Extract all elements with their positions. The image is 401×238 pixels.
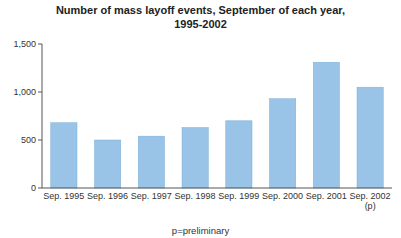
- bar: [51, 123, 77, 188]
- x-tick-label: Sep. 2000: [262, 191, 303, 201]
- y-tick-label: 1,000: [13, 87, 36, 97]
- x-tick-label: Sep. 1999: [218, 191, 259, 201]
- y-tick: [38, 188, 42, 189]
- text-line: Sep. 1999: [218, 191, 259, 201]
- text-line: Sep. 1996: [87, 191, 128, 201]
- x-tick-label: Sep. 1997: [131, 191, 172, 201]
- text-line: Sep. 2001: [306, 191, 347, 201]
- y-tick: [38, 92, 42, 93]
- y-tick-label: 0: [31, 183, 36, 193]
- bar: [357, 87, 383, 188]
- text-line: 1995-2002: [174, 18, 227, 30]
- bar: [138, 136, 164, 188]
- bar: [226, 121, 252, 188]
- bar: [270, 99, 296, 188]
- x-tick-label: Sep. 2002(p): [350, 191, 391, 211]
- y-axis-line: [42, 44, 43, 188]
- y-tick: [38, 140, 42, 141]
- y-tick-label: 1,500: [13, 39, 36, 49]
- text-line: Sep. 2002: [350, 191, 391, 201]
- text-line: Sep. 2000: [262, 191, 303, 201]
- bar: [313, 62, 339, 188]
- title: Number of mass layoff events, September …: [56, 4, 345, 30]
- text-line: Number of mass layoff events, September …: [56, 4, 345, 16]
- y-tick: [38, 44, 42, 45]
- footnote: p=preliminary: [172, 225, 230, 236]
- text-line: (p): [365, 201, 376, 211]
- x-axis-line: [42, 188, 392, 189]
- y-tick-label: 500: [21, 135, 36, 145]
- x-tick-label: Sep. 1995: [43, 191, 84, 201]
- bar: [182, 128, 208, 188]
- text-line: Sep. 1997: [131, 191, 172, 201]
- x-tick-label: Sep. 1996: [87, 191, 128, 201]
- text-line: Sep. 1998: [175, 191, 216, 201]
- chart: Number of mass layoff events, September …: [0, 0, 401, 238]
- x-tick-label: Sep. 1998: [175, 191, 216, 201]
- x-tick-label: Sep. 2001: [306, 191, 347, 201]
- bar: [95, 140, 121, 188]
- text-line: Sep. 1995: [43, 191, 84, 201]
